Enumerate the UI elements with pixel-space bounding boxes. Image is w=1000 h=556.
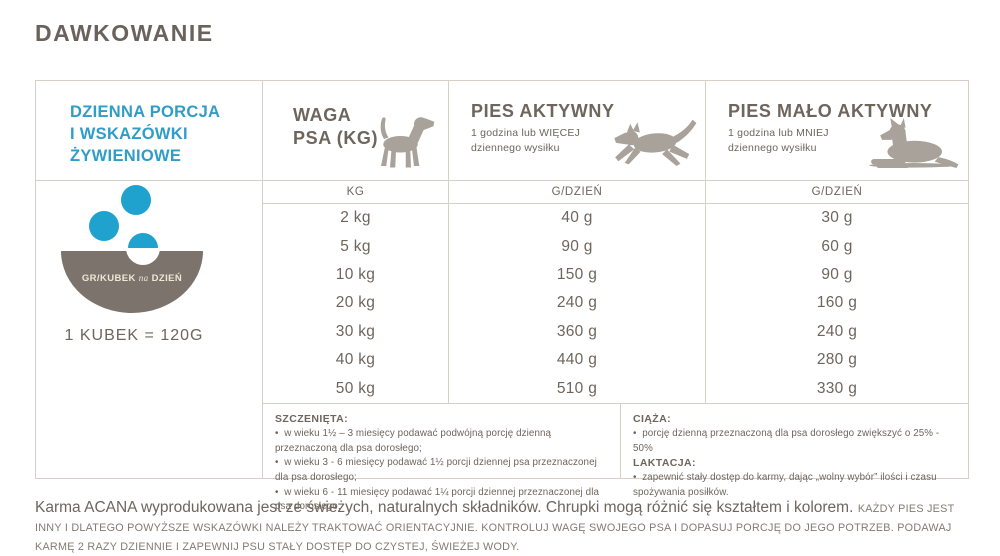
table-cell-weight: 20 kg [335,294,376,312]
page-title: DAWKOWANIE [35,20,214,46]
pregnancy-note-item: porcję dzienną przeznaczoną dla psa doro… [633,427,958,456]
active-portion-column: 40 g 90 g 150 g 240 g 360 g 440 g 510 g [449,204,706,404]
puppies-note-item: w wieku 3 - 6 miesięcy podawać 1½ porcji… [275,456,610,485]
kibble-dot [121,185,151,215]
table-cell-low-active: 30 g [821,209,853,227]
active-dog-title: PIES AKTYWNY [471,101,615,121]
daily-portion-header-line: ŻYWIENIOWE [70,147,182,166]
dog-weight-header-line: PSA (KG) [293,127,379,148]
table-cell-active: 240 g [556,294,598,312]
puppies-note-item: w wieku 6 - 11 miesięcy podawać 1¼ porcj… [275,486,610,515]
table-cell-low-active: 90 g [821,266,853,284]
table-cell-low-active: 240 g [816,322,858,340]
table-cell-weight: 2 kg [340,209,371,227]
cup-equivalence-note: 1 KUBEK = 120G [64,327,204,344]
footer-lead-text: Karma ACANA wyprodukowana jest ze świeży… [35,499,854,516]
kibble-dot [128,233,158,248]
puppies-note-heading: SZCZENIĘTA: [275,413,349,425]
daily-portion-header-line: I WSKAZÓWKI [70,125,188,144]
table-cell-low-active: 280 g [816,351,858,369]
table-cell-active: 510 g [556,379,598,397]
daily-portion-header-line: DZIENNA PORCJA [70,103,221,121]
footer-disclaimer: Karma ACANA wyprodukowana jest ze świeży… [35,499,971,556]
subheader-g-per-day-low: G/DZIEŃ [706,181,968,204]
active-dog-subtitle-line: dziennego wysiłku [471,142,560,155]
table-cell-weight: 50 kg [335,379,376,397]
running-dog-icon [614,119,697,167]
table-cell-low-active: 160 g [816,294,858,312]
daily-portion-header: DZIENNA PORCJA I WSKAZÓWKI ŻYWIENIOWE [36,81,263,181]
standing-dog-icon [380,117,435,168]
table-cell-low-active: 60 g [821,237,853,255]
subheader-kg: KG [263,181,449,204]
low-active-dog-title: PIES MAŁO AKTYWNY [728,101,933,121]
lying-dog-icon [869,118,959,169]
table-cell-active: 360 g [556,322,598,340]
table-cell-low-active: 330 g [816,379,858,397]
footer-detail-text: KAŻDY PIES JEST INNY I DLATEGO POWYŻSZE … [35,503,955,553]
subheader-g-per-day-active: G/DZIEŃ [449,181,706,204]
kibble-dot [89,211,119,241]
weight-column: 2 kg 5 kg 10 kg 20 kg 30 kg 40 kg 50 kg [263,204,449,404]
table-cell-weight: 40 kg [335,351,376,369]
maternity-note: CIĄŻA: porcję dzienną przeznaczoną dla p… [621,404,968,498]
low-active-dog-subtitle-line: dziennego wysiłku [728,142,817,155]
table-cell-weight: 30 kg [335,322,376,340]
lactation-note-item: zapewnić stały dostęp do karmy, dając „w… [633,471,958,500]
feeding-table: DZIENNA PORCJA I WSKAZÓWKI ŻYWIENIOWE WA… [35,80,969,512]
table-cell-weight: 5 kg [340,237,371,255]
table-cell-active: 90 g [561,237,593,255]
puppies-note-item: w wieku 1½ – 3 miesięcy podawać podwójną… [275,427,610,456]
lactation-note-heading: LAKTACJA: [633,457,696,470]
active-dog-subtitle-line: 1 godzina lub WIĘCEJ [471,127,581,139]
dog-weight-header-line: WAGA [293,105,352,125]
table-cell-active: 440 g [556,351,598,369]
bowl-kibble-illustration: GR/KUBEK na DZIEŃ 1 KUBEK = 120G [36,181,263,478]
dog-weight-header: WAGA PSA (KG) [263,81,449,181]
active-dog-header: PIES AKTYWNY 1 godzina lub WIĘCEJ dzienn… [449,81,706,181]
bowl-label: GR/KUBEK na DZIEŃ [81,273,183,284]
footnotes-row: SZCZENIĘTA: w wieku 1½ – 3 miesięcy poda… [263,404,968,512]
table-cell-active: 150 g [556,266,598,284]
table-cell-active: 40 g [561,209,593,227]
low-active-portion-column: 30 g 60 g 90 g 160 g 240 g 280 g 330 g [706,204,968,404]
low-active-dog-subtitle-line: 1 godzina lub MNIEJ [728,127,829,139]
low-active-dog-header: PIES MAŁO AKTYWNY 1 godzina lub MNIEJ dz… [706,81,968,181]
puppies-note: SZCZENIĘTA: w wieku 1½ – 3 miesięcy poda… [263,404,621,512]
table-cell-weight: 10 kg [335,266,376,284]
pregnancy-note-heading: CIĄŻA: [633,413,671,425]
